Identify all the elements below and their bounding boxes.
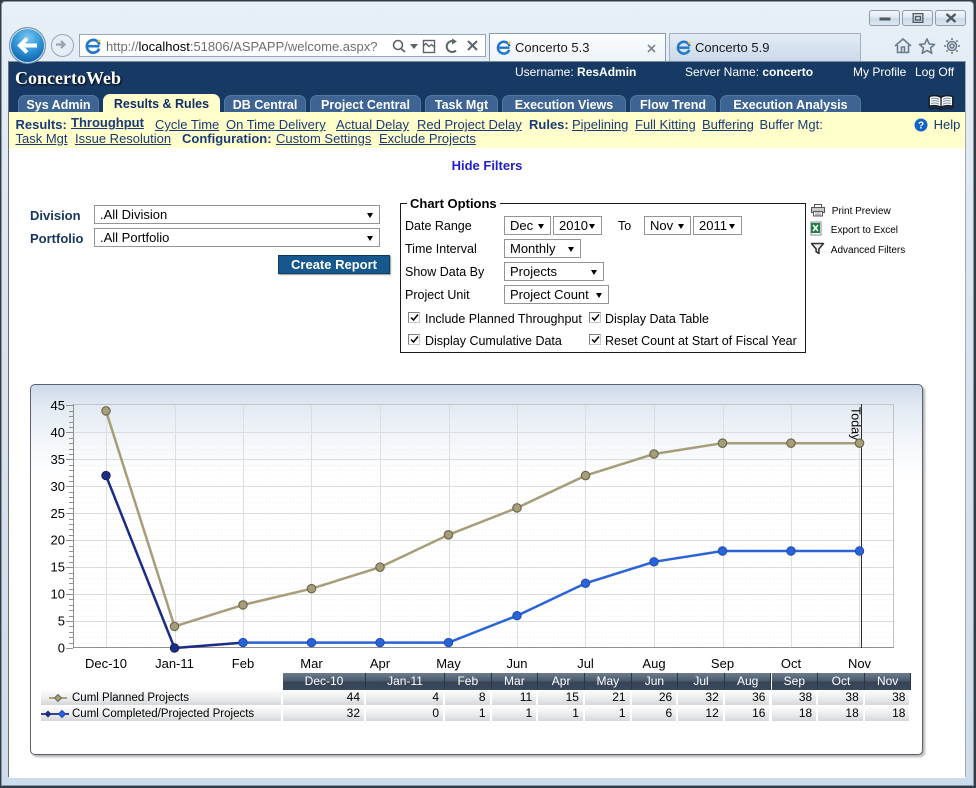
svg-text:20: 20 — [51, 533, 65, 548]
svg-text:Sep: Sep — [711, 656, 734, 671]
svg-text:May: May — [436, 656, 461, 671]
svg-text:Dec-10: Dec-10 — [85, 656, 127, 671]
svg-text:25: 25 — [51, 506, 65, 521]
svg-text:Jul: Jul — [577, 656, 594, 671]
svg-text:Nov: Nov — [848, 656, 872, 671]
svg-text:Today: Today — [849, 407, 863, 441]
svg-text:30: 30 — [51, 479, 65, 494]
svg-text:Aug: Aug — [642, 656, 665, 671]
svg-text:0: 0 — [58, 641, 65, 656]
svg-text:Mar: Mar — [300, 656, 323, 671]
svg-text:?: ? — [918, 121, 924, 132]
svg-text:35: 35 — [51, 452, 65, 467]
svg-text:5: 5 — [58, 614, 65, 629]
svg-text:Oct: Oct — [781, 656, 802, 671]
svg-text:40: 40 — [51, 425, 65, 440]
svg-text:Feb: Feb — [232, 656, 254, 671]
svg-text:Jan-11: Jan-11 — [155, 656, 194, 671]
svg-text:10: 10 — [51, 587, 65, 602]
svg-text:45: 45 — [51, 398, 65, 413]
svg-text:15: 15 — [51, 560, 65, 575]
svg-text:Jun: Jun — [507, 656, 528, 671]
svg-text:Apr: Apr — [370, 656, 391, 671]
